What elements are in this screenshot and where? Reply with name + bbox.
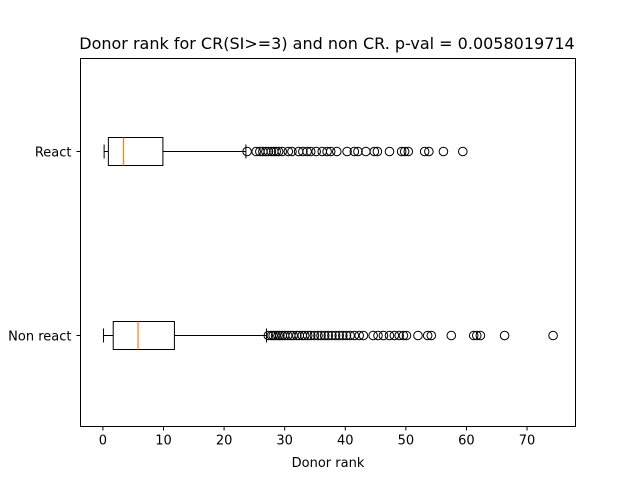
flier-point — [438, 146, 449, 157]
flier-point — [471, 330, 482, 341]
flier-point — [413, 330, 423, 341]
flier-point — [330, 330, 341, 341]
flier-point — [331, 146, 342, 157]
flier-point — [349, 146, 360, 157]
flier-point — [327, 330, 337, 341]
flier-point — [311, 146, 321, 157]
x-tick-label: 10 — [155, 434, 172, 449]
iqr-box — [112, 321, 175, 350]
flier-point — [251, 146, 262, 157]
box-non-react — [103, 321, 558, 350]
flier-point — [275, 330, 285, 341]
x-tick-label: 50 — [398, 434, 415, 449]
flier-point — [401, 330, 412, 341]
x-axis-ticks: 0 10 20 30 40 50 60 70 — [99, 426, 536, 449]
x-axis-label: Donor rank — [292, 456, 365, 471]
flier-point — [341, 330, 352, 341]
flier-point — [499, 330, 510, 341]
flier-point — [305, 146, 316, 157]
flier-point — [322, 146, 332, 157]
flier-point — [273, 146, 284, 157]
flier-point — [399, 146, 410, 157]
flier-point — [342, 146, 352, 157]
chart-title: Donor rank for CR(SI>=3) and non CR. p-v… — [79, 34, 574, 53]
flier-point — [291, 330, 302, 341]
flier-point — [378, 330, 389, 341]
flier-point — [266, 146, 277, 157]
flier-point — [369, 146, 380, 157]
flier-point — [424, 146, 434, 157]
flier-point — [271, 146, 281, 157]
flier-point — [309, 330, 320, 341]
flier-point — [403, 146, 414, 157]
flier-point — [396, 146, 407, 157]
x-tick-label: 20 — [216, 434, 233, 449]
y-axis-ticks: Non react React — [8, 146, 81, 345]
flier-point — [426, 330, 437, 341]
flier-point — [384, 330, 395, 341]
flier-point — [319, 330, 330, 341]
flier-point — [446, 330, 457, 341]
flier-point — [422, 330, 433, 341]
flier-point — [361, 146, 371, 157]
flier-point — [468, 330, 479, 341]
flier-point — [261, 146, 271, 157]
flier-point — [389, 330, 400, 341]
flier-point — [548, 330, 558, 341]
flier-point — [305, 330, 316, 341]
box-react — [103, 137, 468, 166]
flier-point — [299, 330, 310, 341]
flier-point — [338, 330, 348, 341]
flier-point — [394, 330, 404, 341]
flier-point — [263, 330, 274, 341]
flier-point — [372, 146, 383, 157]
flier-point — [384, 146, 395, 157]
flier-point — [358, 330, 369, 341]
boxes-layer — [103, 137, 558, 350]
x-tick-label: 40 — [337, 434, 354, 449]
flier-point — [263, 146, 274, 157]
iqr-box — [107, 137, 164, 166]
flier-point — [298, 146, 308, 157]
x-tick-label: 60 — [458, 434, 475, 449]
flier-point — [398, 330, 409, 341]
flier-point — [354, 330, 365, 341]
flier-point — [458, 146, 468, 157]
flier-point — [302, 330, 313, 341]
flier-point — [316, 330, 326, 341]
flier-point — [317, 146, 328, 157]
flier-point — [334, 330, 345, 341]
flier-point — [419, 146, 430, 157]
x-tick-label: 30 — [276, 434, 293, 449]
flier-point — [283, 146, 294, 157]
x-tick-label: 0 — [99, 434, 107, 449]
y-tick-label: Non react — [8, 330, 71, 345]
flier-point — [325, 146, 336, 157]
y-tick-label: React — [35, 146, 72, 161]
flier-point — [353, 146, 363, 157]
flier-point — [287, 146, 297, 157]
flier-point — [313, 330, 323, 341]
flier-point — [323, 330, 334, 341]
flier-point — [373, 330, 383, 341]
flier-point — [475, 330, 486, 341]
plot-frame — [80, 58, 576, 427]
flier-point — [368, 330, 378, 341]
flier-point — [277, 146, 288, 157]
x-tick-label: 70 — [519, 434, 536, 449]
